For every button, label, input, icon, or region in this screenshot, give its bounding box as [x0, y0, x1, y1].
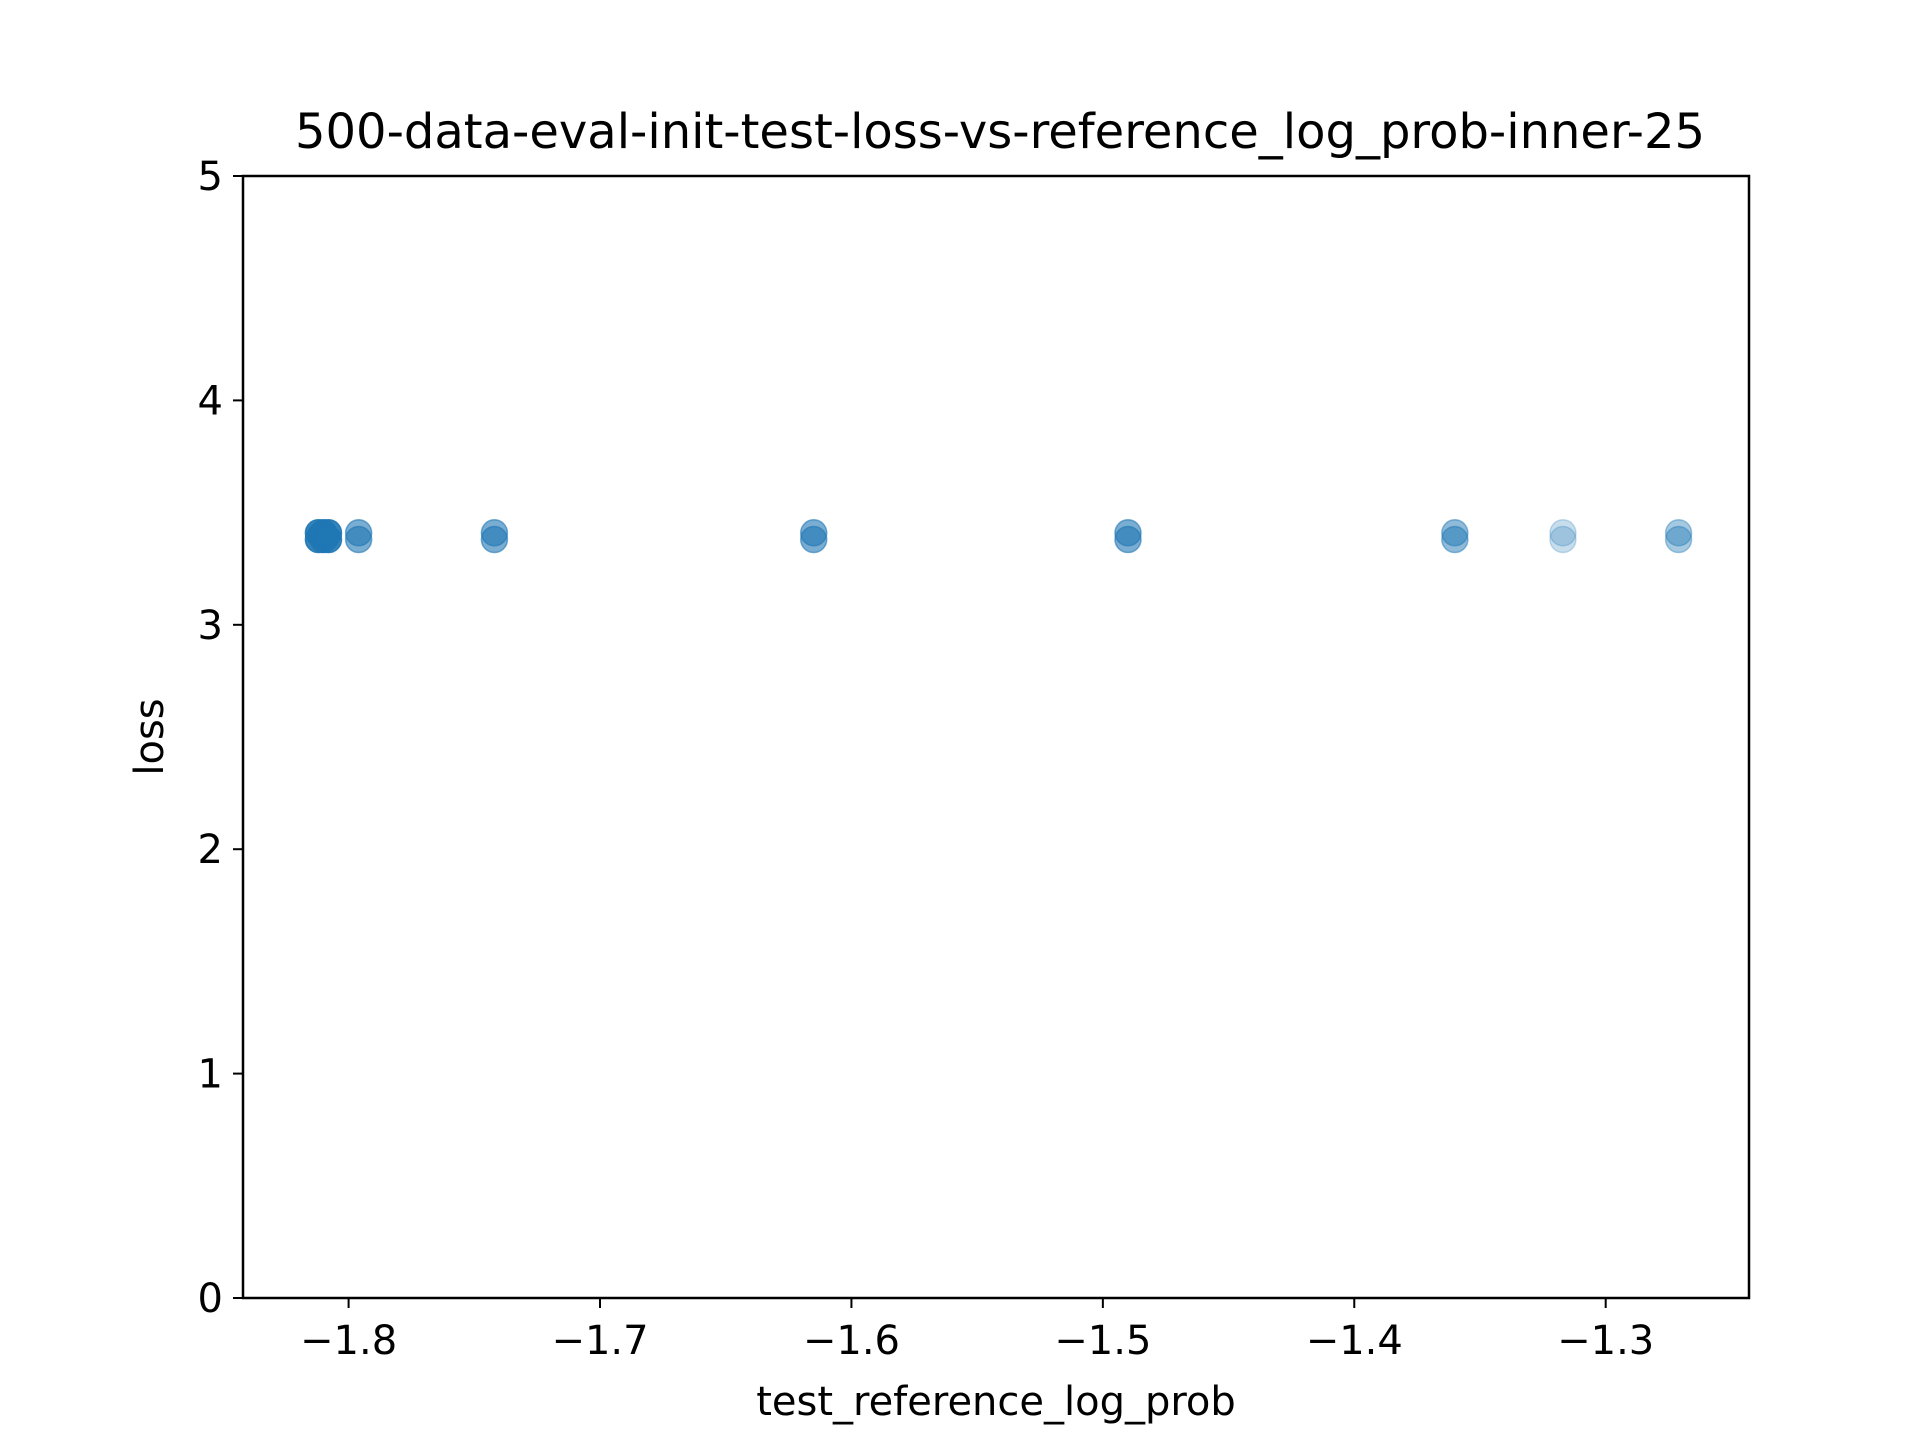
y-tick-label: 0	[198, 1276, 223, 1322]
scatter-point	[1549, 519, 1577, 547]
y-tick-label: 3	[198, 603, 223, 649]
x-tick-label: −1.5	[1054, 1318, 1151, 1364]
y-tick-label: 1	[198, 1052, 223, 1098]
points-layer	[304, 519, 1693, 554]
y-tick-label: 5	[198, 154, 223, 200]
scatter-point	[1549, 525, 1577, 554]
x-axis: −1.8 −1.7 −1.6 −1.5 −1.4 −1.3	[300, 1298, 1654, 1364]
y-axis: 0 1 2 3 4 5	[198, 154, 243, 1322]
scatter-point	[1664, 519, 1693, 547]
x-tick-label: −1.3	[1557, 1318, 1654, 1364]
scatter-point	[344, 525, 373, 554]
y-tick-label: 4	[198, 378, 223, 424]
y-axis-label: loss	[127, 698, 173, 775]
x-axis-label: test_reference_log_prob	[756, 1379, 1236, 1425]
y-tick-label: 2	[198, 827, 223, 873]
scatter-point	[1114, 525, 1142, 554]
scatter-point	[480, 525, 509, 554]
scatter-point	[1441, 525, 1469, 554]
plot-frame	[241, 174, 1751, 1300]
x-tick-label: −1.8	[300, 1318, 397, 1364]
x-tick-label: −1.6	[803, 1318, 900, 1364]
chart-title: 500-data-eval-init-test-loss-vs-referenc…	[295, 104, 1705, 160]
scatter-point	[314, 525, 343, 554]
x-tick-label: −1.7	[551, 1318, 648, 1364]
scatter-point	[799, 525, 828, 554]
x-tick-label: −1.4	[1306, 1318, 1403, 1364]
scatter-point	[1664, 525, 1693, 554]
